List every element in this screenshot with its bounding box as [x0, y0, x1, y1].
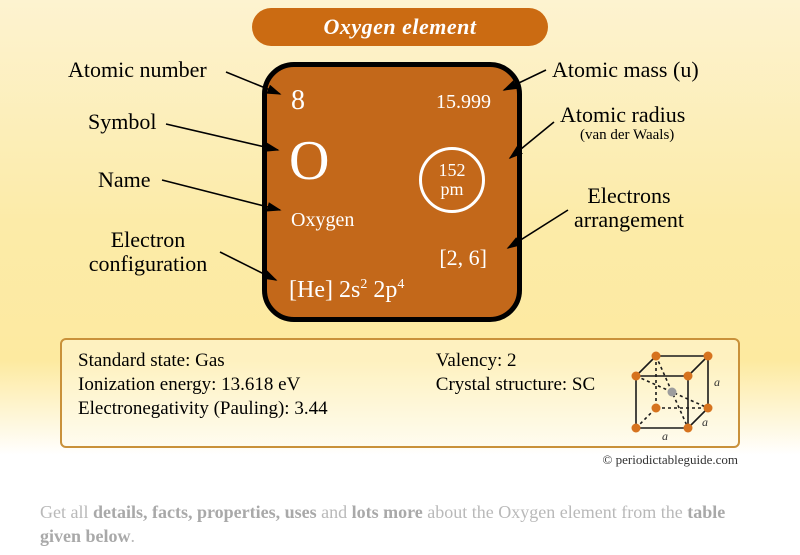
- tile-radius-circle: 152 pm: [419, 147, 485, 213]
- tile-atomic-mass: 15.999: [436, 91, 491, 114]
- info-standard-state-value: Gas: [195, 350, 225, 371]
- info-electronegativity: Electronegativity (Pauling): 3.44: [78, 398, 436, 420]
- econfig-prefix: [He] 2s: [289, 277, 360, 303]
- footer-b1: details, facts, properties, uses: [93, 502, 317, 522]
- econfig-mid: 2p: [367, 277, 397, 303]
- info-ionization-value: 13.618 eV: [221, 374, 300, 395]
- label-arrangement: Electrons arrangement: [574, 184, 684, 232]
- label-atomic-mass: Atomic mass (u): [552, 58, 699, 82]
- title-text: Oxygen element: [323, 14, 476, 40]
- label-electron-config: Electron configuration: [78, 228, 218, 276]
- label-name: Name: [98, 168, 151, 192]
- info-col-left: Standard state: Gas Ionization energy: 1…: [78, 350, 436, 422]
- label-econfig-line2: configuration: [89, 251, 208, 276]
- tile-name: Oxygen: [291, 209, 354, 232]
- tile-radius-value: 152: [439, 161, 466, 180]
- crystal-cube-icon: a a a: [626, 348, 726, 444]
- label-arrangement-line2: arrangement: [574, 207, 684, 232]
- info-ionization: Ionization energy: 13.618 eV: [78, 374, 436, 396]
- info-standard-state-label: Standard state:: [78, 350, 195, 371]
- credit-text: © periodictableguide.com: [603, 452, 739, 468]
- label-arrangement-line1: Electrons: [587, 183, 670, 208]
- footer-t2: and: [317, 502, 352, 522]
- label-radius-sub: (van der Waals): [560, 127, 685, 144]
- tile-symbol: O: [289, 133, 329, 189]
- label-econfig-line1: Electron: [111, 227, 186, 252]
- lattice-a-diag: a: [702, 415, 708, 429]
- info-crystal-value: SC: [572, 374, 595, 395]
- tile-electron-config: [He] 2s2 2p4: [289, 277, 404, 304]
- footer-t1: Get all: [40, 502, 93, 522]
- info-box: Standard state: Gas Ionization energy: 1…: [60, 338, 740, 448]
- footer-b2: lots more: [352, 502, 423, 522]
- info-ionization-label: Ionization energy:: [78, 374, 221, 395]
- lattice-a-bottom: a: [662, 429, 668, 443]
- label-radius-line1: Atomic radius: [560, 102, 685, 127]
- info-crystal-label: Crystal structure:: [436, 374, 572, 395]
- tile-electron-arrangement: [2, 6]: [439, 245, 487, 271]
- footer-t3: about the Oxygen element from the: [423, 502, 687, 522]
- lattice-a-right: a: [714, 375, 720, 389]
- footer-text: Get all details, facts, properties, uses…: [40, 500, 760, 549]
- label-atomic-radius: Atomic radius (van der Waals): [560, 103, 685, 144]
- info-electroneg-label: Electronegativity (Pauling):: [78, 398, 294, 419]
- info-valency-value: 2: [507, 350, 517, 371]
- info-standard-state: Standard state: Gas: [78, 350, 436, 372]
- element-tile: 8 15.999 O 152 pm Oxygen [2, 6] [He] 2s2…: [262, 62, 522, 322]
- label-symbol: Symbol: [88, 110, 156, 134]
- tile-atomic-number: 8: [291, 85, 305, 117]
- info-valency-label: Valency:: [436, 350, 507, 371]
- tile-radius-unit: pm: [440, 180, 463, 199]
- footer-t4: .: [131, 526, 136, 546]
- title-pill: Oxygen element: [252, 8, 548, 46]
- econfig-sup2: 4: [397, 277, 404, 292]
- info-electroneg-value: 3.44: [294, 398, 327, 419]
- label-atomic-number: Atomic number: [68, 58, 207, 82]
